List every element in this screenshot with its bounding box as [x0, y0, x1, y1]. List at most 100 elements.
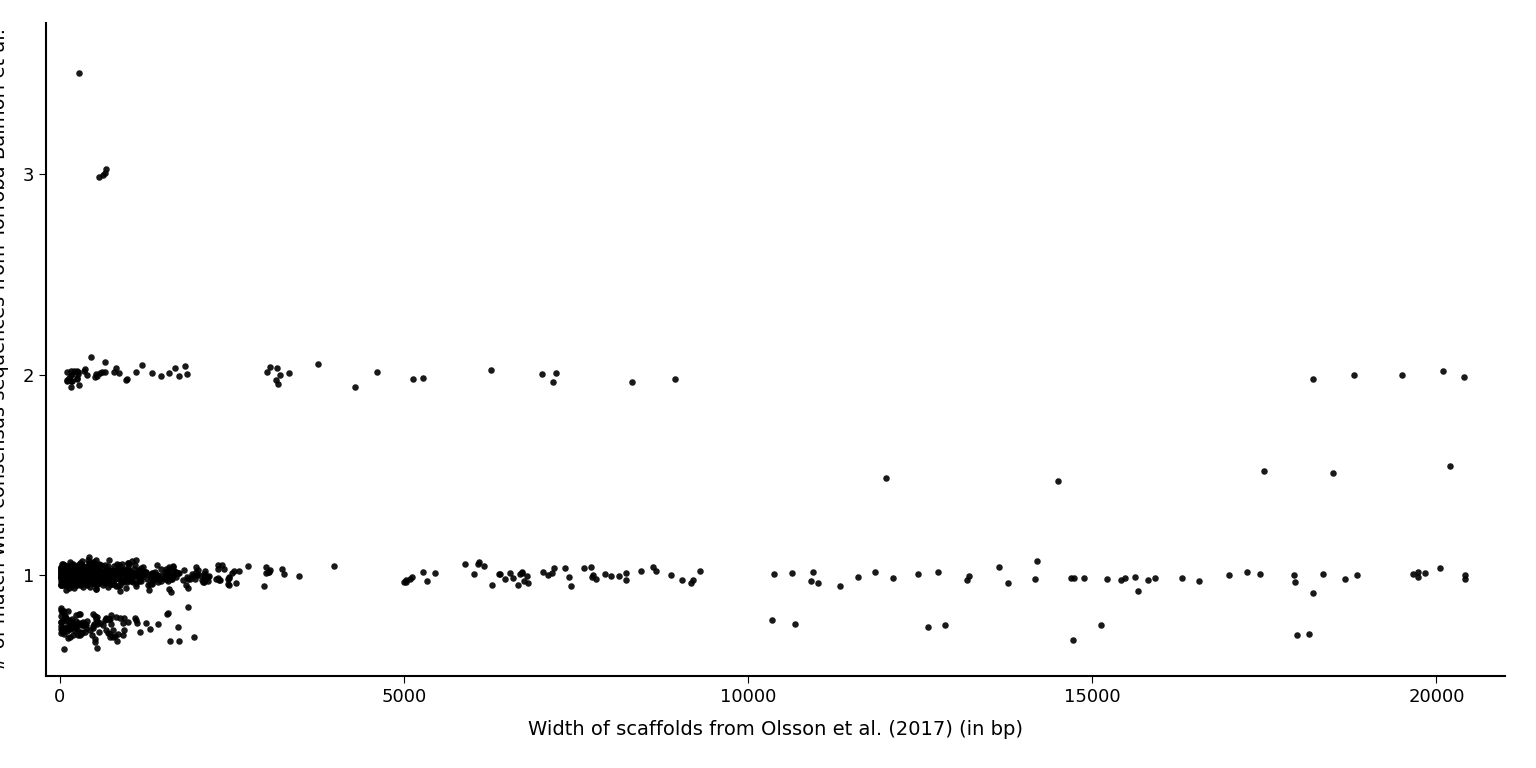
Point — [52, 611, 77, 624]
Point — [111, 565, 135, 578]
Point — [55, 631, 80, 644]
Point — [86, 577, 111, 589]
Point — [71, 581, 95, 593]
Point — [80, 576, 104, 588]
Point — [180, 568, 204, 581]
Point — [65, 561, 89, 574]
Point — [915, 621, 940, 634]
Point — [68, 565, 92, 578]
Point — [61, 581, 86, 594]
Point — [140, 367, 164, 379]
Point — [192, 565, 217, 578]
Point — [94, 570, 118, 582]
Point — [92, 571, 117, 583]
Point — [81, 565, 106, 578]
Point — [1112, 571, 1137, 584]
Point — [544, 366, 568, 379]
Point — [66, 574, 91, 587]
Point — [68, 574, 92, 587]
Point — [83, 558, 108, 570]
Point — [52, 567, 77, 579]
Point — [166, 568, 190, 580]
Point — [111, 617, 135, 629]
Point — [762, 568, 786, 580]
Point — [101, 624, 126, 636]
Point — [69, 617, 94, 630]
Point — [91, 618, 115, 631]
Point — [94, 566, 118, 578]
Point — [98, 617, 123, 630]
Point — [52, 628, 77, 641]
Point — [111, 558, 135, 571]
Point — [124, 568, 149, 581]
Point — [49, 570, 74, 582]
Point — [584, 573, 608, 585]
Point — [1333, 573, 1358, 585]
Point — [628, 564, 653, 577]
Point — [164, 565, 189, 578]
Point — [52, 558, 77, 571]
Point — [237, 560, 261, 572]
Point — [492, 573, 516, 585]
Point — [77, 568, 101, 580]
Point — [78, 568, 103, 580]
Point — [220, 568, 244, 580]
Point — [92, 574, 117, 586]
Point — [65, 372, 89, 385]
Point — [66, 571, 91, 583]
Point — [619, 376, 644, 388]
Point — [175, 571, 200, 583]
Point — [65, 571, 89, 583]
Point — [114, 565, 138, 578]
Point — [129, 575, 154, 588]
Point — [48, 564, 72, 576]
Point — [55, 573, 80, 585]
Point — [72, 569, 97, 581]
Point — [83, 565, 108, 578]
Point — [146, 617, 170, 630]
Point — [144, 558, 169, 571]
Point — [74, 561, 98, 573]
Point — [69, 577, 94, 589]
Point — [103, 569, 127, 581]
Point — [52, 563, 77, 575]
Point — [117, 570, 141, 582]
Point — [52, 615, 77, 627]
Point — [106, 572, 131, 584]
Point — [58, 621, 83, 633]
Point — [48, 579, 72, 591]
Point — [58, 381, 83, 393]
Point — [270, 563, 295, 575]
Point — [1087, 619, 1112, 631]
Point — [51, 568, 75, 580]
Point — [157, 571, 181, 583]
Point — [98, 609, 123, 621]
Point — [84, 554, 109, 566]
Point — [88, 626, 112, 638]
Point — [126, 566, 151, 578]
Point — [57, 372, 81, 385]
Point — [57, 573, 81, 585]
Point — [84, 571, 109, 583]
Point — [54, 579, 78, 591]
Point — [1143, 572, 1167, 584]
Point — [92, 568, 117, 581]
Point — [51, 571, 75, 584]
Point — [217, 572, 241, 584]
Point — [80, 568, 104, 580]
Point — [65, 571, 89, 583]
Point — [71, 619, 95, 631]
Point — [106, 567, 131, 579]
Point — [84, 562, 109, 574]
Point — [157, 366, 181, 379]
Point — [267, 369, 292, 382]
Point — [60, 558, 84, 571]
Point — [63, 564, 88, 576]
Point — [52, 564, 77, 576]
Point — [505, 579, 530, 591]
Point — [57, 572, 81, 584]
Point — [286, 570, 310, 582]
Point — [126, 571, 151, 583]
Point — [264, 362, 289, 374]
Point — [172, 564, 197, 577]
